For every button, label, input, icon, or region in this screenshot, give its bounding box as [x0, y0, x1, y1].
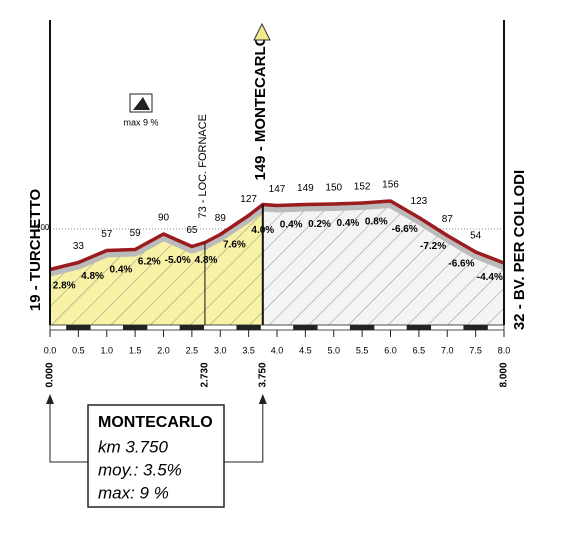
x-tick-label: 2.0	[157, 345, 170, 355]
marker-label: 3.750	[257, 362, 268, 387]
grade-label: -5.0%	[165, 255, 191, 266]
connector-arrow	[258, 394, 267, 404]
grade-label: 2.8%	[53, 281, 76, 292]
elevation-label: 127	[240, 194, 257, 205]
reference-label: 100	[36, 223, 50, 232]
axis-block	[122, 325, 148, 330]
x-tick-label: 1.0	[100, 345, 113, 355]
place-label: 32 - BV. PER COLLODI	[511, 170, 528, 330]
grade-label: -6.6%	[392, 224, 418, 235]
grade-label: 4.8%	[195, 255, 218, 266]
connector	[49, 400, 88, 463]
axis-block	[236, 325, 261, 330]
elevation-label: 33	[73, 241, 85, 252]
elevation-label: 152	[354, 182, 371, 193]
grade-label: 0.8%	[365, 217, 388, 228]
grade-label: 0.4%	[110, 265, 133, 276]
axis-block	[349, 325, 375, 330]
marker-label: 2.730	[200, 362, 211, 387]
elevation-label: 89	[215, 213, 227, 224]
info-line: max: 9 %	[98, 483, 169, 502]
elevation-label: 90	[158, 213, 170, 224]
elevation-label: 149	[297, 183, 314, 194]
x-tick-label: 6.0	[384, 345, 397, 355]
x-tick-label: 0.0	[44, 345, 57, 355]
elevation-label: 57	[101, 229, 113, 240]
info-frame	[87, 404, 225, 508]
grade-label: -7.2%	[420, 241, 446, 252]
x-tick-label: 5.0	[327, 345, 340, 355]
x-tick-label: 8.0	[498, 345, 511, 355]
x-tick-label: 0.5	[72, 345, 85, 355]
grade-label: 7.6%	[223, 240, 246, 251]
axis-bar	[49, 324, 505, 331]
x-tick-label: 4.5	[299, 345, 312, 355]
elevation-label: 150	[325, 183, 342, 194]
grade-label: 0.4%	[280, 220, 303, 231]
axis-block	[293, 325, 318, 330]
x-tick-label: 2.5	[186, 345, 199, 355]
x-tick-label: 1.5	[129, 345, 142, 355]
x-tick-label: 3.5	[242, 345, 255, 355]
connector-arrow	[46, 394, 54, 404]
descent-hatch	[262, 201, 504, 325]
elevation-label: 147	[269, 184, 286, 195]
elevation-label: 54	[470, 231, 482, 242]
info-line: moy.: 3.5%	[98, 460, 182, 479]
grade-label: -4.4%	[477, 272, 503, 283]
place-label: 73 - LOC. FORNACE	[197, 114, 209, 219]
place-label: 149 - MONTECARLO	[252, 34, 269, 180]
axis-block	[463, 325, 488, 330]
summit-icon	[253, 22, 271, 41]
info-box: MONTECARLO km 3.750 moy.: 3.5% max: 9 %	[87, 404, 225, 508]
max-icon-label: max 9 %	[123, 117, 158, 127]
axis-block	[406, 325, 432, 330]
x-tick-label: 3.0	[214, 345, 227, 355]
max-icon	[133, 97, 150, 110]
icons	[129, 22, 271, 113]
axis-block	[66, 325, 91, 330]
elevation-label: 87	[442, 214, 454, 225]
grade-label: 4.8%	[81, 271, 104, 282]
info-title: MONTECARLO	[98, 414, 213, 431]
x-tick-label: 6.5	[413, 345, 426, 355]
grade-label: 0.4%	[337, 218, 360, 229]
x-tick-label: 7.5	[469, 345, 482, 355]
marker-label: 0.000	[45, 362, 56, 387]
elevation-label: 123	[411, 196, 428, 207]
place-label: 19 - TURCHETTO	[27, 189, 44, 312]
x-tick-label: 5.5	[356, 345, 369, 355]
x-tick-label: 7.0	[441, 345, 454, 355]
elevation-label: 156	[382, 180, 399, 191]
grade-label: -6.6%	[448, 258, 474, 269]
grade-label: 6.2%	[138, 256, 161, 267]
grade-label: 0.2%	[308, 219, 331, 230]
climb-hatch	[50, 204, 263, 325]
elevation-label: 59	[130, 228, 142, 239]
marker-label: 8.000	[499, 362, 510, 387]
elevation-label: 65	[186, 225, 198, 236]
axis-block	[179, 325, 205, 330]
x-tick-label: 4.0	[271, 345, 284, 355]
info-line: km 3.750	[98, 437, 168, 456]
connector	[224, 400, 264, 463]
